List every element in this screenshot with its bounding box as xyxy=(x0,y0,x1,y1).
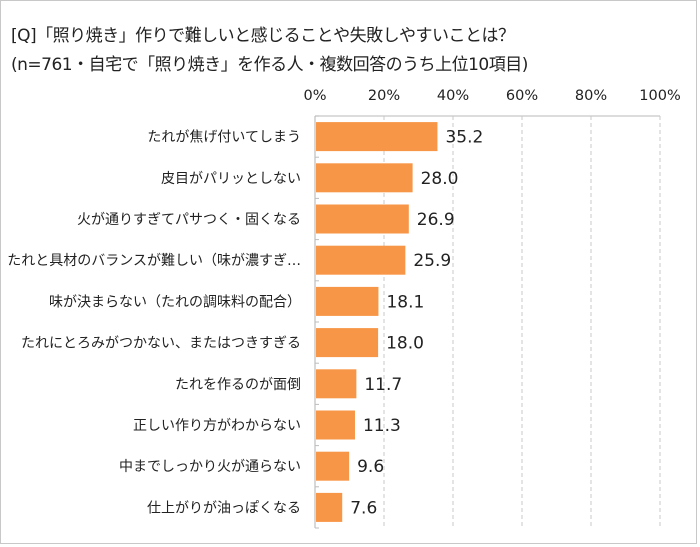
value-label: 28.0 xyxy=(421,169,459,189)
value-label: 9.6 xyxy=(357,457,384,477)
gridlines xyxy=(314,115,661,529)
x-tick-label: 40% xyxy=(437,88,469,104)
category-label: 味が決まらない（たれの調味料の配合） xyxy=(49,294,301,310)
category-label: 火が通りすぎてパサつく・固くなる xyxy=(77,212,301,228)
value-labels: 35.2 28.0 26.9 25.9 18.1 18.0 11.7 11.3 9.6 7.6 xyxy=(350,128,483,519)
x-tick-label: 80% xyxy=(575,88,607,104)
category-label: たれにとろみがつかない、またはつきすぎる xyxy=(21,336,301,352)
bar xyxy=(316,163,413,193)
bar xyxy=(316,492,343,522)
category-labels: たれが焦げ付いてしまう皮目がパリッとしない火が通りすぎてパサつく・固くなるたれと… xyxy=(7,130,301,517)
value-label: 25.9 xyxy=(413,251,451,271)
bar xyxy=(316,122,438,152)
category-label: たれが焦げ付いてしまう xyxy=(147,130,301,146)
x-tick-label: 100% xyxy=(639,88,680,104)
bar xyxy=(316,204,409,234)
bar xyxy=(316,369,357,399)
x-tick-label: 60% xyxy=(506,88,538,104)
bar xyxy=(316,286,379,316)
category-label: 皮目がパリッとしない xyxy=(161,171,301,187)
value-label: 11.3 xyxy=(363,416,401,436)
value-label: 7.6 xyxy=(350,498,377,518)
value-label: 18.0 xyxy=(386,334,424,354)
bar xyxy=(316,451,350,481)
bar xyxy=(316,410,355,440)
x-tick-label: 0% xyxy=(303,88,326,104)
bars xyxy=(316,122,438,522)
value-label: 26.9 xyxy=(417,210,455,230)
x-axis-ticks: 0% 20% 40% 60% 80% 100% xyxy=(303,88,680,104)
bar xyxy=(316,328,379,358)
value-label: 11.7 xyxy=(364,375,402,395)
value-label: 35.2 xyxy=(445,128,483,148)
bar xyxy=(316,245,406,275)
category-label: たれを作るのが面倒 xyxy=(175,377,301,393)
value-label: 18.1 xyxy=(386,292,424,312)
category-label: 仕上がりが油っぽくなる xyxy=(147,500,301,516)
category-label: 中までしっかり火が通らない xyxy=(119,459,301,475)
chart-title: [Q]「照り焼き」作りで難しいと感じることや失敗しやすいことは？ xyxy=(11,26,515,46)
x-tick-label: 20% xyxy=(368,88,400,104)
chart-subtitle: (n=761・自宅で「照り焼き」を作る人・複数回答のうち上位10項目) xyxy=(11,55,528,75)
category-label: たれと具材のバランスが難しい（味が濃すぎ… xyxy=(7,253,301,269)
category-label: 正しい作り方がわからない xyxy=(133,418,301,434)
